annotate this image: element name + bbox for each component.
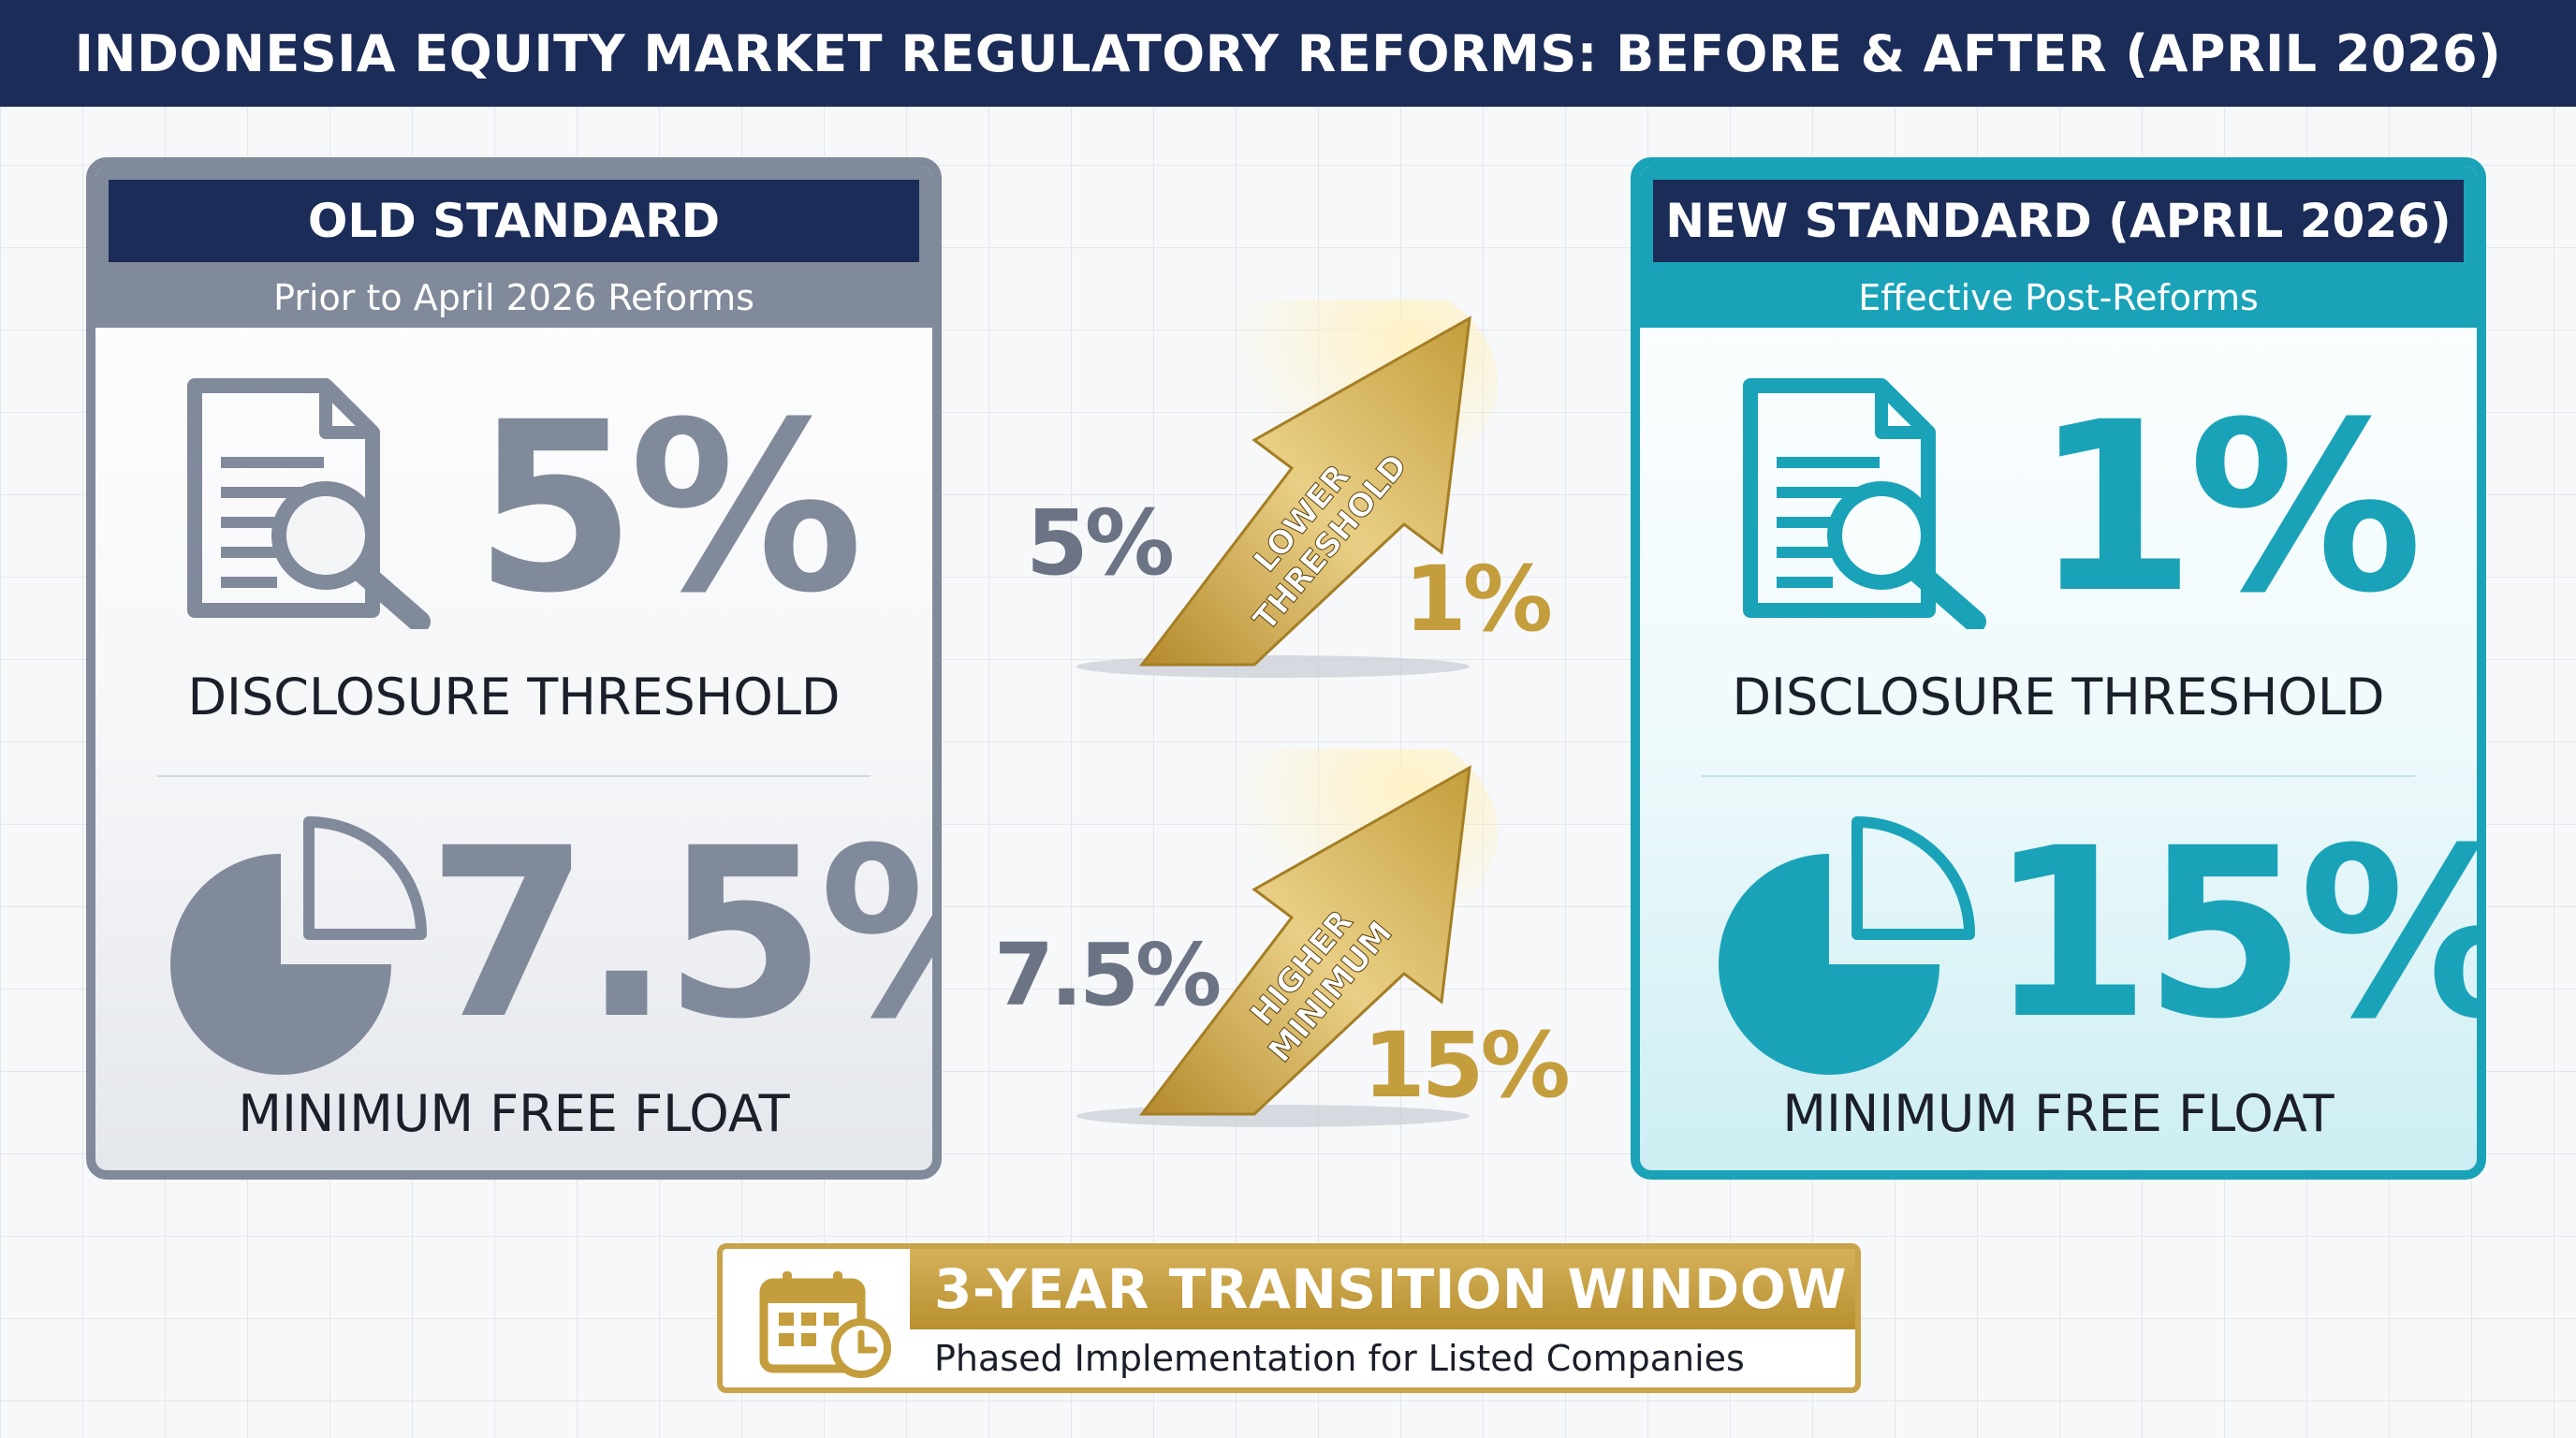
document-search-icon	[1743, 378, 1986, 629]
old-panel-divider	[157, 775, 871, 777]
document-search-icon	[187, 378, 431, 629]
new-float-label: MINIMUM FREE FLOAT	[1782, 1084, 2334, 1143]
transition-from-float: 7.5%	[994, 925, 1222, 1025]
old-float-value: 7.5%	[427, 798, 932, 1070]
old-panel-header: OLD STANDARD Prior to April 2026 Reforms	[95, 167, 932, 328]
calendar-clock-icon	[759, 1271, 891, 1378]
transition-to-float: 15%	[1363, 1013, 1571, 1118]
new-disclosure-value: 1%	[2033, 372, 2422, 644]
old-panel-subheading: Prior to April 2026 Reforms	[273, 277, 754, 318]
old-float-label: MINIMUM FREE FLOAT	[238, 1084, 790, 1143]
banner-title: 3-YEAR TRANSITION WINDOW	[910, 1249, 1855, 1329]
new-disclosure-label: DISCLOSURE THRESHOLD	[1732, 668, 2385, 726]
transition-window-banner: 3-YEAR TRANSITION WINDOW Phased Implemen…	[717, 1243, 1861, 1393]
banner-subtitle: Phased Implementation for Listed Compani…	[934, 1338, 1745, 1379]
transition-from-disclosure: 5%	[1026, 491, 1175, 595]
pie-chart-icon	[170, 816, 427, 1075]
old-disclosure-label: DISCLOSURE THRESHOLD	[187, 668, 841, 726]
arrow-up-icon: HIGHER MINIMUM	[1076, 749, 1498, 1127]
old-disclosure-value: 5%	[474, 372, 863, 644]
arrow-up-icon: LOWER THRESHOLD	[1076, 300, 1498, 678]
new-panel-subheading: Effective Post-Reforms	[1858, 277, 2259, 318]
old-panel-heading: OLD STANDARD	[109, 180, 919, 262]
page-title: INDONESIA EQUITY MARKET REGULATORY REFOR…	[0, 0, 2576, 107]
new-panel-heading: NEW STANDARD (APRIL 2026)	[1653, 180, 2464, 262]
transition-to-disclosure: 1%	[1404, 547, 1553, 652]
new-standard-panel: NEW STANDARD (APRIL 2026) Effective Post…	[1631, 157, 2486, 1180]
old-standard-panel: OLD STANDARD Prior to April 2026 Reforms…	[86, 157, 942, 1180]
pie-chart-icon	[1719, 816, 1975, 1075]
new-float-value: 15%	[1988, 798, 2486, 1070]
new-panel-divider	[1702, 775, 2415, 777]
new-panel-header: NEW STANDARD (APRIL 2026) Effective Post…	[1640, 167, 2477, 328]
